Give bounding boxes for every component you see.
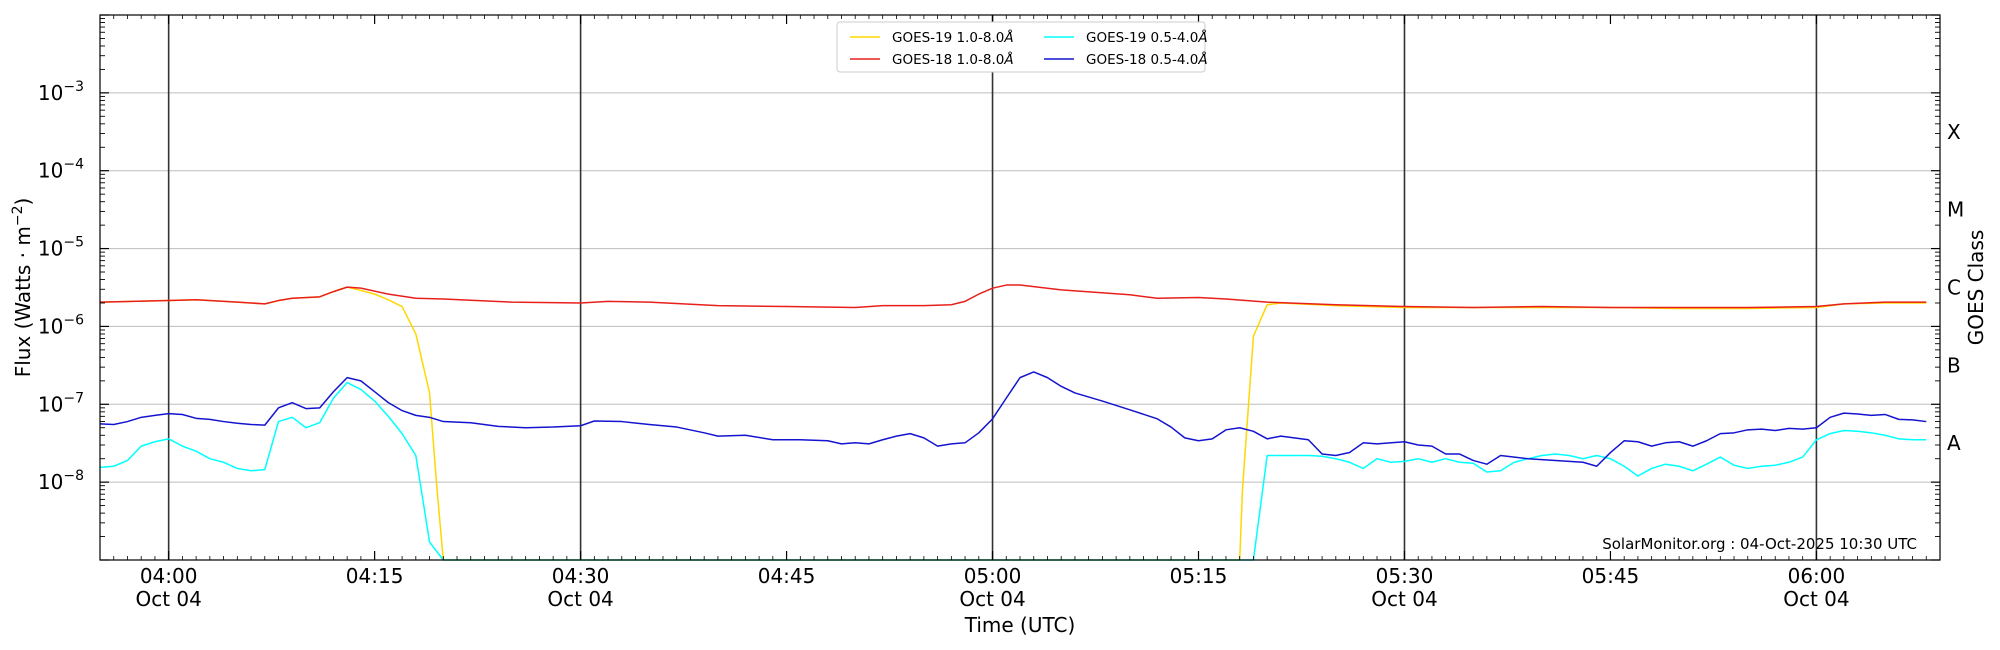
series-line-4 (99, 371, 1927, 467)
series-line-2 (99, 284, 1927, 309)
goes-class-label: B (1947, 353, 1961, 377)
x-tick-date-label: Oct 04 (959, 587, 1025, 611)
right-axis-label: GOES Class (1964, 230, 1988, 346)
x-tick-label: 04:15 (346, 564, 404, 588)
x-tick-label: 04:30 (552, 564, 610, 588)
legend-label: GOES-19 0.5-4.0Å (1086, 29, 1208, 46)
x-tick-label: 06:00 (1788, 564, 1846, 588)
x-tick-date-label: Oct 04 (135, 587, 201, 611)
y-tick-label: 10−5 (38, 235, 84, 261)
y-tick-label: 10−6 (38, 312, 84, 338)
goes-class-label: C (1947, 276, 1961, 300)
y-axis-ticks: 10−8 10−7 10−6 10−5 10−4 10−3 (38, 14, 1940, 561)
x-tick-label: 05:30 (1376, 564, 1434, 588)
series-layer (99, 284, 1927, 561)
y-tick-label: 10−4 (38, 157, 84, 183)
legend-box (836, 21, 1206, 73)
x-tick-label: 05:00 (964, 564, 1022, 588)
x-axis-label: Time (UTC) (964, 613, 1076, 637)
plot-frame (99, 14, 1941, 561)
goes-class-label: X (1947, 120, 1961, 144)
goes-class-labels: A B C M X (1947, 120, 1964, 455)
legend-label: GOES-19 1.0-8.0Å (892, 29, 1014, 46)
x-tick-date-label: Oct 04 (1371, 587, 1437, 611)
goes-class-label: M (1947, 198, 1964, 222)
x-tick-label: 05:45 (1582, 564, 1640, 588)
goes-class-label: A (1947, 431, 1961, 455)
y-tick-label: 10−7 (38, 390, 84, 416)
legend: GOES-19 1.0-8.0Å GOES-18 1.0-8.0Å GOES-19 … (836, 21, 1208, 73)
x-tick-date-label: Oct 04 (547, 587, 613, 611)
y-axis-label-group: Flux (Watts · m−2) (10, 198, 35, 378)
y-axis-label-close: ) (11, 198, 35, 206)
series-line-1 (99, 286, 1927, 561)
x-tick-label: 04:00 (140, 564, 198, 588)
watermark: SolarMonitor.org : 04-Oct-2025 10:30 UTC (1602, 535, 1917, 553)
x-tick-label: 05:15 (1170, 564, 1228, 588)
y-axis-label-exponent: −2 (10, 206, 26, 227)
legend-label: GOES-18 1.0-8.0Å (892, 51, 1014, 68)
x-tick-date-label: Oct 04 (1783, 587, 1849, 611)
x-tick-label: 04:45 (758, 564, 816, 588)
y-tick-label: 10−8 (38, 468, 84, 494)
y-tick-label: 10−3 (38, 79, 84, 105)
grid-layer (100, 92, 1940, 483)
legend-label: GOES-18 0.5-4.0Å (1086, 51, 1208, 68)
series-line-3 (99, 381, 1927, 561)
y-axis-label: Flux (Watts · m−2) (10, 198, 35, 378)
y-axis-label-main: Flux (Watts · m (11, 226, 35, 377)
